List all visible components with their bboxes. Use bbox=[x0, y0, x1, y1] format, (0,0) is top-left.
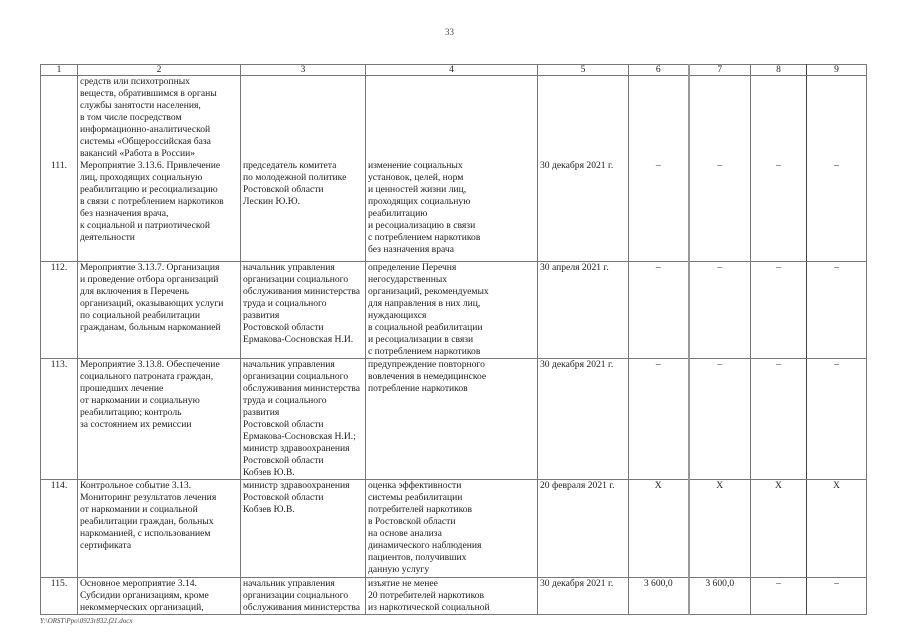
row-number: 113. bbox=[40, 358, 78, 480]
date-cell: 30 декабря 2021 г. bbox=[537, 577, 629, 615]
value-cell: – bbox=[750, 75, 807, 262]
table-row: 112. Мероприятие 3.13.7. Организация и п… bbox=[40, 261, 867, 359]
col-header: 2 bbox=[77, 64, 241, 76]
value-cell: 3 600,0 bbox=[628, 577, 690, 615]
value-cell: Х bbox=[806, 479, 867, 578]
date-cell: 20 февраля 2021 г. bbox=[537, 479, 629, 578]
value-cell: – bbox=[628, 75, 690, 262]
value-cell: – bbox=[806, 358, 867, 480]
table-row: 114. Контрольное событие 3.13. Мониторин… bbox=[40, 479, 867, 578]
value-cell: – bbox=[628, 261, 690, 359]
col-header: 7 bbox=[688, 64, 751, 76]
row-number: 114. bbox=[40, 479, 78, 578]
value-cell: Х bbox=[688, 479, 751, 578]
value-cell: Х bbox=[628, 479, 690, 578]
row-number: 111. bbox=[40, 75, 78, 262]
col-header: 8 bbox=[750, 64, 807, 76]
result-cell: изъятие не менее 20 потребителей наркоти… bbox=[365, 577, 538, 615]
value-cell: – bbox=[688, 75, 751, 262]
activity-cell: Основное мероприятие 3.14. Субсидии орга… bbox=[77, 577, 241, 615]
table-row: 115. Основное мероприятие 3.14. Субсидии… bbox=[40, 577, 867, 615]
value-cell: – bbox=[750, 261, 807, 359]
activities-table: 1 2 3 4 5 6 7 8 9 111. средств или психо… bbox=[40, 64, 867, 615]
column-number-header: 1 2 3 4 5 6 7 8 9 bbox=[40, 64, 867, 76]
value-cell: – bbox=[750, 358, 807, 480]
row-number: 115. bbox=[40, 577, 78, 615]
date-cell: 30 декабря 2021 г. bbox=[537, 75, 629, 262]
value-cell: – bbox=[750, 577, 807, 615]
row-number: 112. bbox=[40, 261, 78, 359]
activity-cell: средств или психотропных веществ, обрати… bbox=[77, 75, 241, 262]
value-cell: Х bbox=[750, 479, 807, 578]
value-cell: – bbox=[806, 261, 867, 359]
result-cell: изменение социальных установок, целей, н… bbox=[365, 75, 538, 262]
value-cell: 3 600,0 bbox=[688, 577, 751, 615]
activity-cell: Мероприятие 3.13.7. Организация и провед… bbox=[77, 261, 241, 359]
page-body: 1 2 3 4 5 6 7 8 9 111. средств или психо… bbox=[40, 64, 867, 626]
value-cell: – bbox=[688, 358, 751, 480]
result-cell: оценка эффективности системы реабилитаци… bbox=[365, 479, 538, 578]
table-row: 113. Мероприятие 3.13.8. Обеспечение соц… bbox=[40, 358, 867, 480]
col-header: 5 bbox=[537, 64, 629, 76]
continuation-text: средств или психотропных веществ, обрати… bbox=[80, 76, 217, 160]
responsible-cell: председатель комитета по молодежной поли… bbox=[240, 75, 366, 262]
date-cell: 30 апреля 2021 г. bbox=[537, 261, 629, 359]
value-cell: – bbox=[628, 358, 690, 480]
activity-cell: Контрольное событие 3.13. Мониторинг рез… bbox=[77, 479, 241, 578]
result-cell: определение Перечня негосударственных ор… bbox=[365, 261, 538, 359]
result-cell: предупреждение повторного вовлечения в н… bbox=[365, 358, 538, 480]
responsible-cell: начальник управления организации социаль… bbox=[240, 261, 366, 359]
page-number: 33 bbox=[445, 27, 454, 37]
value-cell: – bbox=[806, 577, 867, 615]
table-row: 111. средств или психотропных веществ, о… bbox=[40, 75, 867, 262]
activity-text: Мероприятие 3.13.6. Привлечение лиц, про… bbox=[80, 160, 224, 243]
col-header: 9 bbox=[806, 64, 867, 76]
col-header: 4 bbox=[365, 64, 538, 76]
value-cell: – bbox=[806, 75, 867, 262]
date-cell: 30 декабря 2021 г. bbox=[537, 358, 629, 480]
col-header: 6 bbox=[628, 64, 690, 76]
col-header: 3 bbox=[240, 64, 366, 76]
responsible-cell: министр здравоохранения Ростовской облас… bbox=[240, 479, 366, 578]
value-cell: – bbox=[688, 261, 751, 359]
responsible-cell: начальник управления организации социаль… bbox=[240, 358, 366, 480]
activity-cell: Мероприятие 3.13.8. Обеспечение социальн… bbox=[77, 358, 241, 480]
col-header: 1 bbox=[40, 64, 78, 76]
footer-file-path: Y:\ORST\Ppo\0923r832.f21.docx bbox=[40, 617, 133, 625]
responsible-cell: начальник управления организации социаль… bbox=[240, 577, 366, 615]
